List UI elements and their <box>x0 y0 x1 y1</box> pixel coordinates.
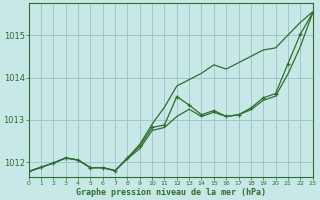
X-axis label: Graphe pression niveau de la mer (hPa): Graphe pression niveau de la mer (hPa) <box>76 188 266 197</box>
